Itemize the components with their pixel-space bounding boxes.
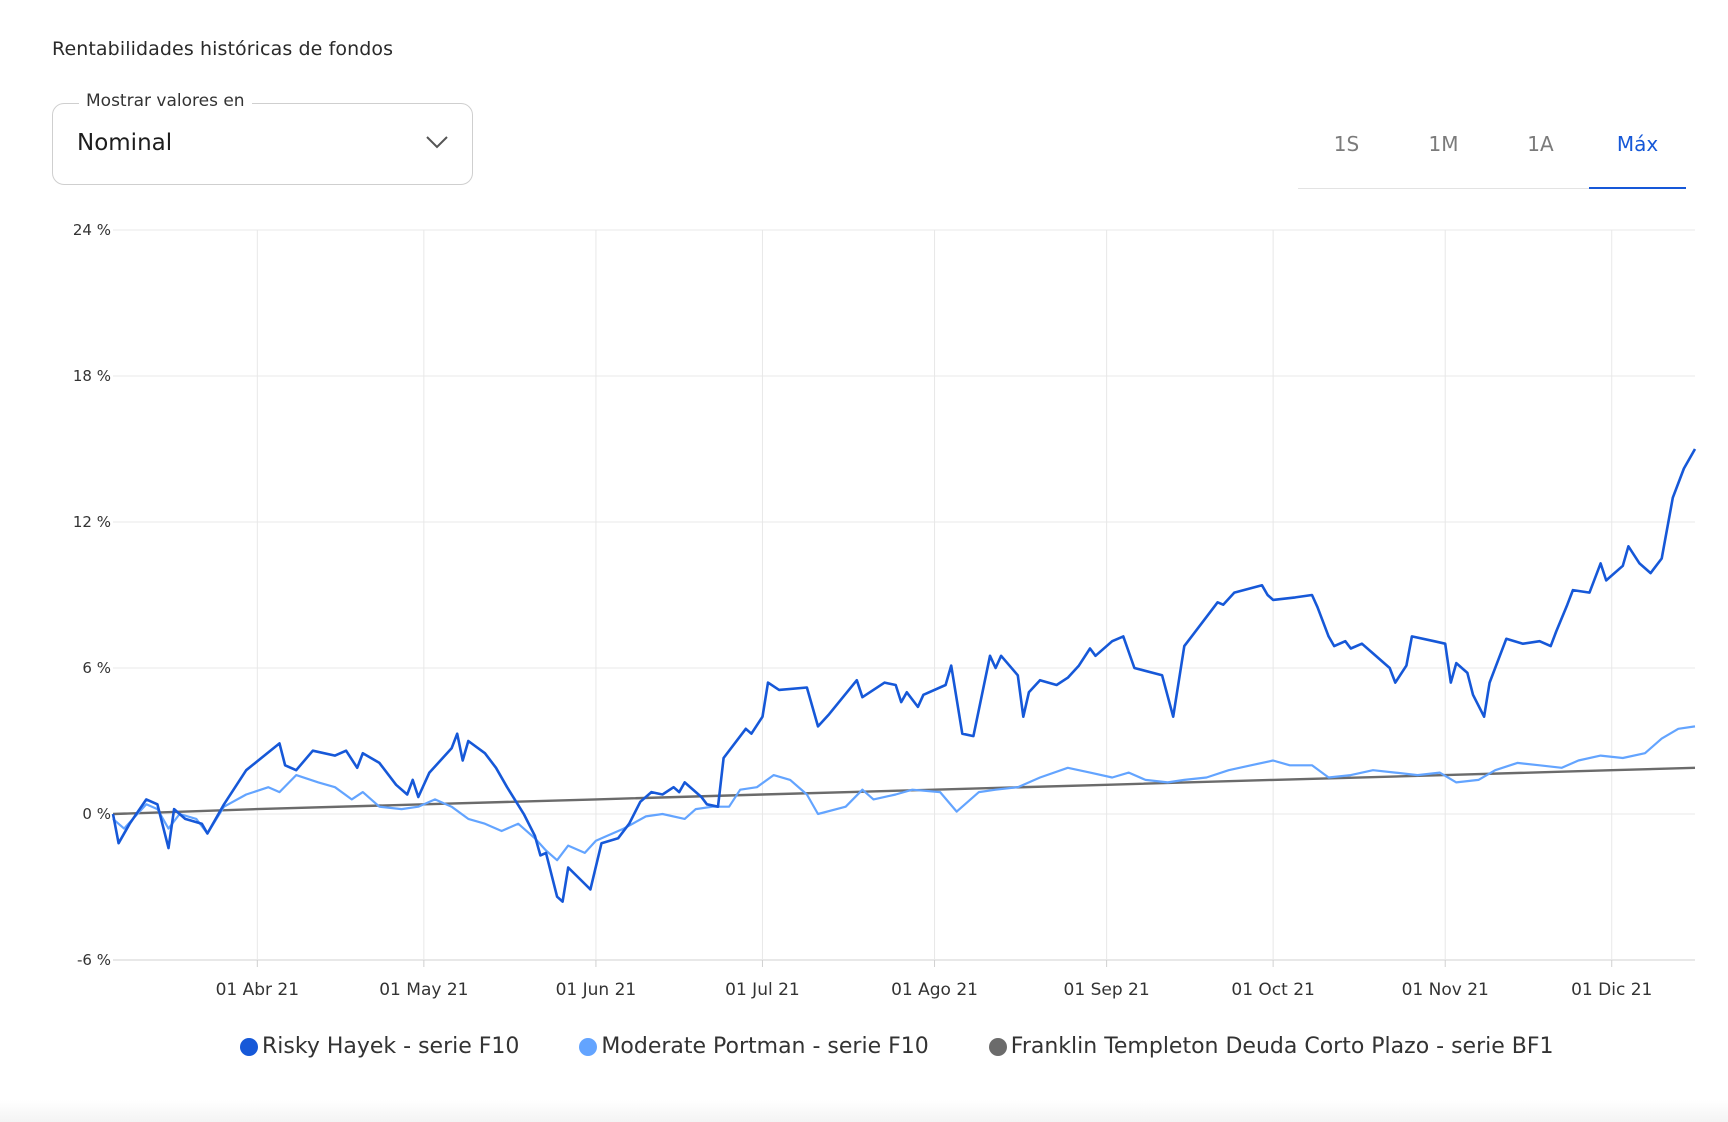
- legend-label: Risky Hayek - serie F10: [262, 1034, 520, 1059]
- chevron-down-icon: [426, 136, 448, 149]
- y-tick-label: -6 %: [77, 951, 111, 969]
- y-tick-label: 0 %: [82, 805, 111, 823]
- legend-dot-icon: [579, 1037, 598, 1056]
- y-tick-label: 6 %: [82, 659, 111, 677]
- series-line-2: [112, 766, 1696, 816]
- select-value: Nominal: [77, 130, 173, 156]
- range-tabs: 1S 1M 1A Máx: [1298, 118, 1686, 189]
- chart-legend: Risky Hayek - serie F10 Moderate Portman…: [240, 1034, 1554, 1059]
- y-tick-label: 12 %: [73, 513, 111, 531]
- page-title: Rentabilidades históricas de fondos: [52, 38, 394, 60]
- series-line-1: [112, 725, 1696, 862]
- legend-label: Moderate Portman - serie F10: [601, 1034, 929, 1059]
- tab-1m[interactable]: 1M: [1428, 132, 1459, 156]
- select-label: Mostrar valores en: [79, 91, 252, 111]
- x-tick-label: 01 Abr 21: [216, 980, 299, 1000]
- legend-item-risky-hayek[interactable]: Risky Hayek - serie F10: [240, 1034, 519, 1059]
- x-tick-label: 01 May 21: [379, 980, 468, 1000]
- tab-1s[interactable]: 1S: [1333, 132, 1360, 156]
- legend-label: Franklin Templeton Deuda Corto Plazo - s…: [1010, 1034, 1554, 1059]
- x-tick-label: 01 Dic 21: [1571, 980, 1652, 1000]
- x-tick-label: 01 Jul 21: [725, 980, 800, 1000]
- x-tick-label: 01 Sep 21: [1064, 980, 1150, 1000]
- footer-shade: [0, 1100, 1728, 1122]
- legend-dot-icon: [240, 1037, 258, 1056]
- series-line-0: [111, 448, 1697, 903]
- tab-max[interactable]: Máx: [1589, 118, 1686, 189]
- x-tick-label: 01 Jun 21: [556, 980, 637, 1000]
- x-tick-label: 01 Oct 21: [1231, 980, 1314, 1000]
- x-tick-label: 01 Nov 21: [1402, 980, 1489, 1000]
- legend-item-franklin-templeton[interactable]: Franklin Templeton Deuda Corto Plazo - s…: [988, 1034, 1554, 1059]
- legend-item-moderate-portman[interactable]: Moderate Portman - serie F10: [579, 1034, 929, 1059]
- y-tick-label: 18 %: [73, 367, 111, 385]
- tab-1a[interactable]: 1A: [1527, 132, 1554, 156]
- returns-line-chart: -6 % 0 % 6 % 12 % 18 % 24 % 01 Abr 21 01 May 21…: [73, 221, 1697, 1000]
- y-tick-label: 24 %: [73, 221, 111, 239]
- x-tick-label: 01 Ago 21: [891, 980, 978, 1000]
- display-mode-select[interactable]: Mostrar valores en Nominal: [52, 91, 473, 185]
- legend-dot-icon: [988, 1037, 1007, 1056]
